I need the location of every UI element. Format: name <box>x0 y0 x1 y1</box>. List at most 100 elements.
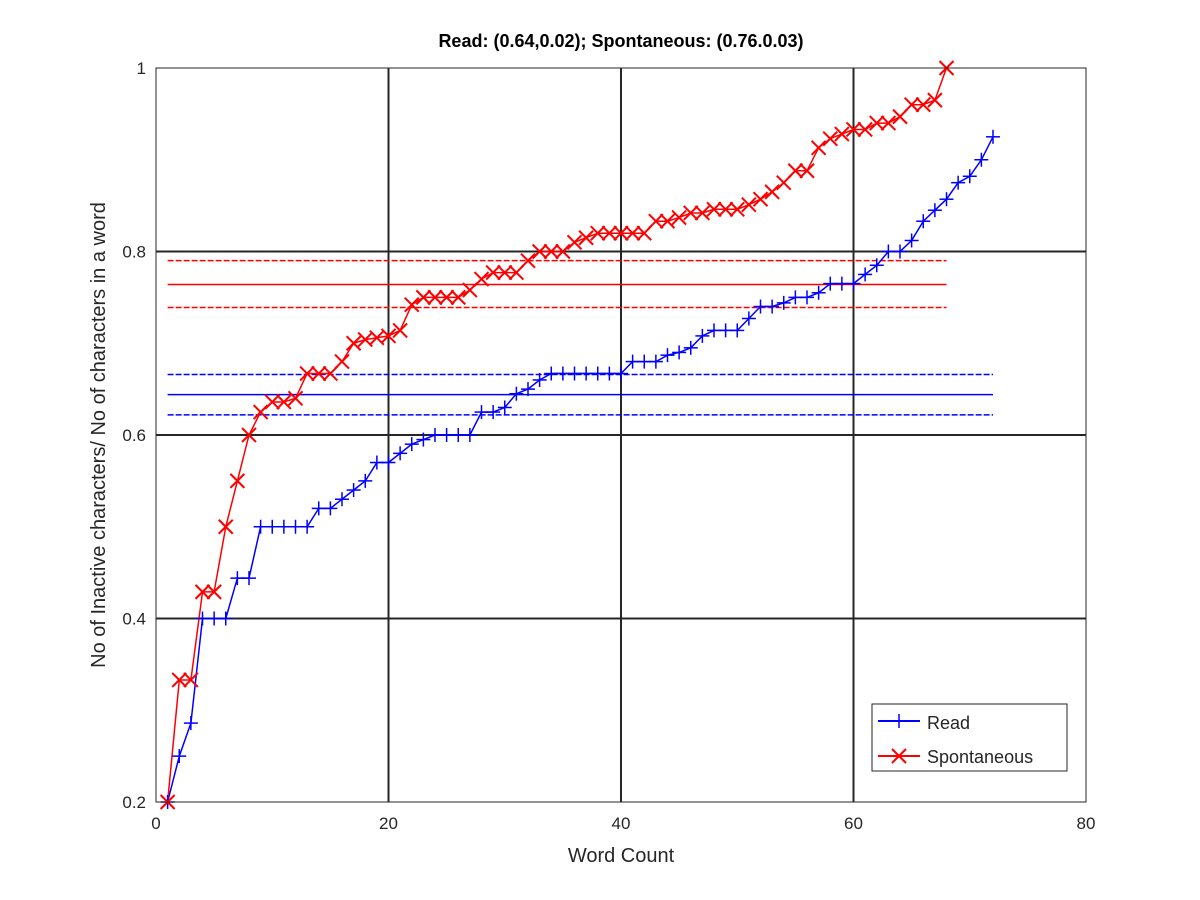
data-point-spontaneous <box>671 209 687 226</box>
legend-spontaneous-label: Spontaneous <box>927 747 1033 767</box>
x-tick-label: 20 <box>379 814 398 833</box>
data-point-spontaneous <box>834 126 850 142</box>
data-point-spontaneous <box>264 394 280 410</box>
data-point-spontaneous <box>311 365 327 382</box>
y-tick-label: 1 <box>137 59 146 78</box>
data-point-read <box>323 501 338 516</box>
data-point-spontaneous <box>218 519 234 535</box>
data-point-read <box>765 299 780 314</box>
data-point-read <box>381 455 396 470</box>
data-point-read <box>683 340 698 355</box>
data-point-spontaneous <box>764 184 780 200</box>
data-point-spontaneous <box>322 365 339 382</box>
data-point-read <box>939 192 954 207</box>
series-markers <box>159 60 1000 810</box>
data-point-read <box>648 354 663 369</box>
data-point-spontaneous <box>543 243 559 260</box>
data-point-read <box>346 483 361 498</box>
data-point-spontaneous <box>520 252 536 269</box>
data-point-read <box>800 290 814 305</box>
data-point-spontaneous <box>799 163 815 179</box>
data-point-spontaneous <box>822 130 838 147</box>
x-axis-label: Word Count <box>568 845 675 867</box>
y-tick-label: 0.6 <box>122 426 146 445</box>
data-point-spontaneous <box>903 96 920 113</box>
data-point-spontaneous <box>438 289 455 306</box>
data-point-spontaneous <box>206 584 222 600</box>
data-point-read <box>741 311 756 326</box>
data-point-spontaneous <box>427 289 443 306</box>
legend-item-spontaneous: Spontaneous <box>878 747 1033 767</box>
data-point-read <box>846 276 861 291</box>
data-point-spontaneous <box>555 243 571 260</box>
data-point-spontaneous <box>880 115 897 131</box>
legend-spontaneous-marker <box>891 748 907 764</box>
data-point-spontaneous <box>508 264 525 281</box>
data-point-read <box>358 473 373 488</box>
data-point-spontaneous <box>706 201 722 218</box>
grid <box>156 68 1086 802</box>
data-point-spontaneous <box>229 473 246 489</box>
data-point-read <box>416 432 431 447</box>
data-point-spontaneous <box>787 163 804 179</box>
legend-marker-spontaneous <box>891 748 907 764</box>
data-point-spontaneous <box>299 365 315 382</box>
data-point-spontaneous <box>694 205 711 221</box>
data-point-spontaneous <box>450 289 466 306</box>
data-point-spontaneous <box>485 264 501 281</box>
data-point-spontaneous <box>810 140 827 156</box>
data-point-read <box>951 175 966 190</box>
data-point-spontaneous <box>287 390 304 407</box>
legend: Read Spontaneous <box>871 703 1068 772</box>
data-point-read <box>695 328 710 343</box>
data-point-read <box>927 203 942 218</box>
data-point-read <box>916 214 931 229</box>
data-point-spontaneous <box>776 174 792 191</box>
data-point-spontaneous <box>590 225 606 241</box>
data-point-read <box>183 716 198 731</box>
data-point-spontaneous <box>194 584 211 600</box>
legend-marker-read <box>892 714 906 728</box>
y-tick-label: 0.4 <box>122 610 146 629</box>
data-point-read <box>962 169 977 184</box>
data-point-read <box>904 233 919 248</box>
data-point-read <box>521 382 535 397</box>
data-point-read <box>893 244 907 259</box>
data-point-spontaneous <box>624 225 641 241</box>
data-point-read <box>672 345 687 360</box>
data-point-spontaneous <box>380 328 397 344</box>
data-point-read <box>532 372 547 387</box>
data-point-spontaneous <box>636 225 652 241</box>
data-point-read <box>486 405 501 420</box>
data-point-read <box>660 348 675 363</box>
data-point-read <box>974 152 989 167</box>
data-point-spontaneous <box>183 672 199 688</box>
data-point-spontaneous <box>869 115 885 131</box>
data-point-spontaneous <box>717 201 734 218</box>
y-tick-label: 0.8 <box>122 243 146 262</box>
data-point-read <box>858 267 873 282</box>
x-tick-label: 80 <box>1077 814 1096 833</box>
x-tick-label: 60 <box>844 814 863 833</box>
data-point-spontaneous <box>752 191 769 207</box>
x-axis-ticks: 0 20 40 60 80 <box>151 68 1095 833</box>
y-tick-label: 0.2 <box>122 793 146 812</box>
data-point-spontaneous <box>892 108 908 125</box>
data-point-spontaneous <box>252 404 269 420</box>
data-point-spontaneous <box>566 234 583 251</box>
data-point-spontaneous <box>915 96 931 113</box>
data-point-spontaneous <box>404 297 420 313</box>
data-point-spontaneous <box>345 335 362 351</box>
data-point-read <box>869 258 884 273</box>
data-point-spontaneous <box>171 672 187 688</box>
data-point-read <box>335 492 349 507</box>
data-point-read <box>497 400 512 415</box>
data-point-read <box>172 749 187 764</box>
data-point-spontaneous <box>497 264 513 281</box>
data-point-spontaneous <box>683 205 699 221</box>
data-point-read <box>730 323 745 338</box>
y-axis-ticks: 0.2 0.4 0.6 0.8 1 <box>122 59 1086 812</box>
data-point-spontaneous <box>613 225 629 241</box>
data-point-spontaneous <box>578 230 594 246</box>
